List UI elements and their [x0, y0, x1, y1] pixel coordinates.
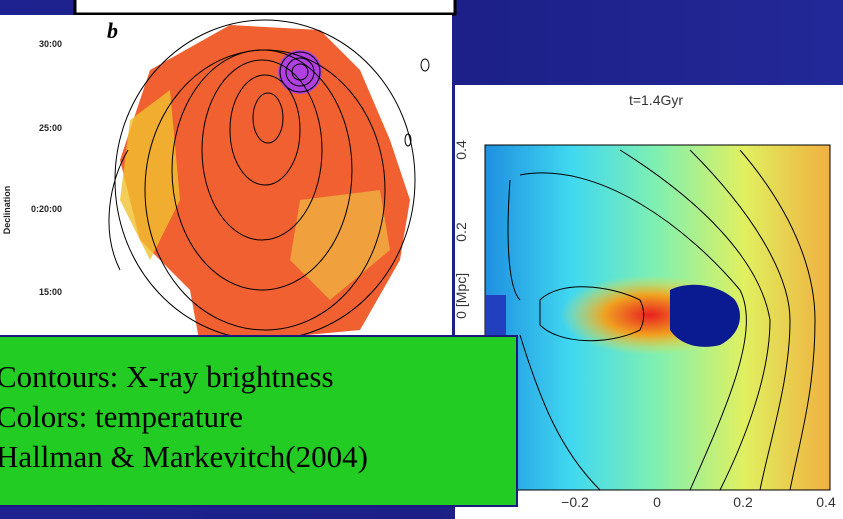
caption-line: Colors: temperature: [0, 399, 244, 434]
caption-box: Contours: X-ray brightness Colors: tempe…: [0, 335, 518, 507]
caption-line: Contours: X-ray brightness: [0, 359, 334, 394]
y-axis-label: [Mpc]: [453, 273, 469, 307]
y-tick-label: 0.2: [453, 222, 469, 242]
x-tick-label: 0: [653, 494, 661, 510]
x-tick-label: −0.2: [561, 494, 589, 510]
y-tick-label: 0: [453, 311, 469, 319]
cold-bullet: [670, 284, 740, 347]
caption-line: Hallman & Markevitch(2004): [0, 439, 368, 474]
y-tick-label: 15:00: [39, 287, 62, 297]
contours: [507, 149, 816, 491]
x-tick-label: 0.4: [816, 494, 836, 510]
y-tick-label: 0.4: [453, 140, 469, 160]
y-tick-label: 25:00: [39, 123, 62, 133]
y-tick-label: 30:00: [39, 39, 62, 49]
y-axis-label: Declination: [2, 186, 12, 235]
panel-label: b: [107, 18, 118, 43]
x-tick-label: 0.2: [733, 494, 753, 510]
cool-region: [120, 90, 180, 260]
top-box: [73, 0, 457, 16]
y-tick-label: 0:20:00: [31, 204, 62, 214]
plot-title: t=1.4Gyr: [629, 92, 683, 108]
cool-region: [290, 190, 390, 300]
cold-region: [486, 295, 506, 335]
